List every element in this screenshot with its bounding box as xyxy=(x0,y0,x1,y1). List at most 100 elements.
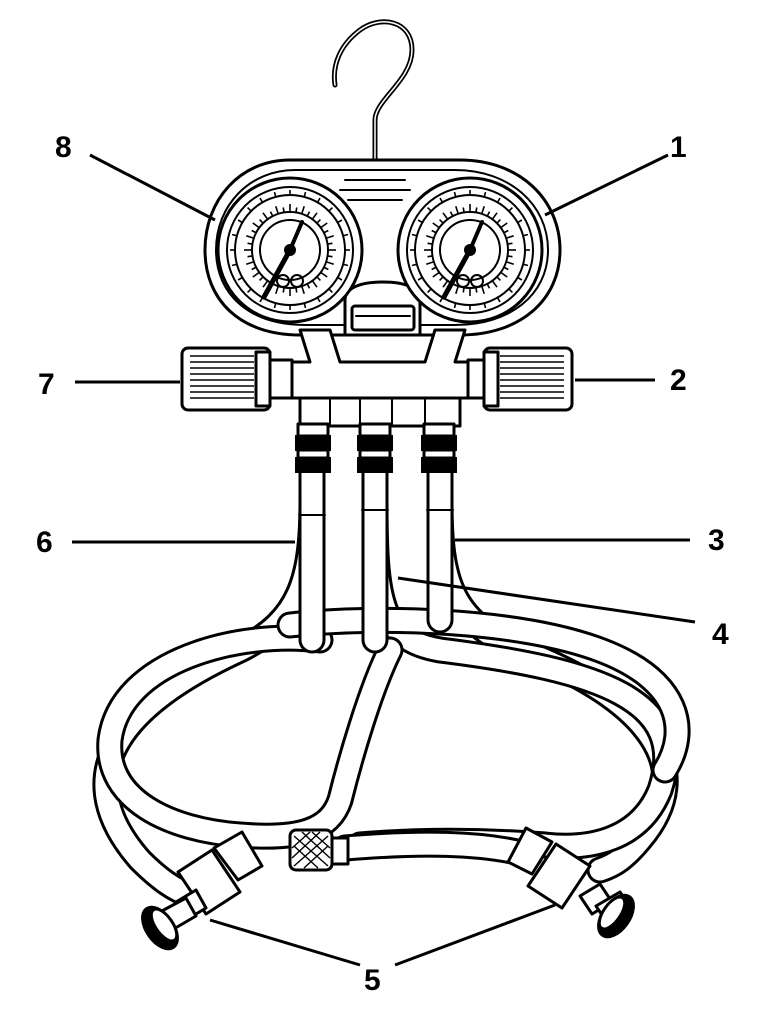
gauge-tick xyxy=(300,206,305,215)
gauge-outer-tick xyxy=(411,233,418,237)
right-quick-coupler xyxy=(506,826,635,939)
gauge-tick xyxy=(252,271,260,278)
callout-1: 1 xyxy=(670,131,687,164)
gauge-tick xyxy=(491,212,498,220)
gauge-tick xyxy=(432,222,440,229)
hose-fittings xyxy=(295,422,457,473)
gauge-outer-tick xyxy=(328,207,333,212)
gauge-tick xyxy=(320,271,328,278)
gauge-outer-tick xyxy=(427,288,432,293)
gauge-tick xyxy=(427,242,433,245)
gauge-tick xyxy=(259,276,264,281)
gauge-tick xyxy=(500,271,508,278)
gauge-outer-tick xyxy=(303,302,307,309)
gauge-tick xyxy=(300,285,305,294)
gauge-tick xyxy=(306,211,311,217)
gauge-tick xyxy=(323,229,329,234)
gauge-tick xyxy=(507,255,513,258)
leader-5b xyxy=(394,903,556,967)
callout-3: 3 xyxy=(708,524,725,557)
gauge-outer-tick xyxy=(231,233,238,237)
gauge-outer-tick xyxy=(247,207,252,212)
gauge-tick xyxy=(327,242,333,245)
gauge-outer-tick xyxy=(508,288,513,293)
high-pressure-gauge xyxy=(396,176,544,324)
gauge-outer-tick xyxy=(231,263,238,267)
low-pressure-gauge xyxy=(216,176,364,324)
gauge-outer-tick xyxy=(337,276,343,281)
gauge-tick xyxy=(480,285,485,294)
leader-8 xyxy=(89,153,216,222)
gauge-outer-tick xyxy=(417,276,423,281)
gauge-outer-tick xyxy=(522,263,529,267)
gauge-tick xyxy=(325,235,334,240)
gauge-outer-tick xyxy=(411,263,418,267)
gauge-tick xyxy=(306,283,311,289)
gauge-tick xyxy=(259,219,264,224)
gauge-tick xyxy=(316,276,321,281)
callout-8: 8 xyxy=(55,131,72,164)
gauge-outer-tick xyxy=(508,207,513,212)
gauge-tick xyxy=(475,287,478,293)
gauge-tick xyxy=(295,207,298,213)
gauge-tick xyxy=(311,212,318,220)
gauge-outer-tick xyxy=(259,197,264,203)
gauge-outer-tick xyxy=(483,302,487,309)
left-hose-fitting xyxy=(295,422,331,473)
gauge-tick xyxy=(486,283,491,289)
gauge-tick xyxy=(491,280,498,288)
gauge-tick xyxy=(252,222,260,229)
gauge-tick xyxy=(439,219,444,224)
gauge-tick xyxy=(439,276,444,281)
gauge-outer-tick xyxy=(453,302,457,309)
gauge-tick xyxy=(426,260,435,265)
gauge-tick xyxy=(316,219,321,224)
gauge-outer-tick xyxy=(237,276,243,281)
gauge-outer-tick xyxy=(483,191,487,198)
gauge-tick xyxy=(503,229,509,234)
gauge-tick xyxy=(295,287,298,293)
gauge-outer-tick xyxy=(328,288,333,293)
front-hose-inner xyxy=(334,833,541,866)
gauge-tick xyxy=(449,211,454,217)
gauge-tick xyxy=(486,211,491,217)
leader-4 xyxy=(397,576,696,624)
gauge-outer-tick xyxy=(342,233,349,237)
gauge-tick xyxy=(275,206,280,215)
gauge-tick xyxy=(246,235,255,240)
gauge-outer-tick xyxy=(522,233,529,237)
gauge-tick xyxy=(247,242,253,245)
gauge-tick xyxy=(269,211,274,217)
gauge-outer-tick xyxy=(237,219,243,224)
gauge-tick xyxy=(480,206,485,215)
gauge-tick xyxy=(505,235,514,240)
low-side-valve-knob xyxy=(180,346,294,412)
left-quick-coupler xyxy=(141,830,264,951)
gauge-outer-tick xyxy=(316,197,321,203)
gauge-tick xyxy=(496,219,501,224)
gauge-tick xyxy=(507,242,513,245)
callout-7: 7 xyxy=(38,368,55,401)
gauge-tick xyxy=(311,280,318,288)
callout-4: 4 xyxy=(712,618,729,651)
gauge-tick xyxy=(442,212,449,220)
front-knurled-nut xyxy=(288,828,350,872)
right-hose-fitting xyxy=(421,422,457,473)
leader-1 xyxy=(544,153,669,217)
gauge-tick xyxy=(246,260,255,265)
gauge-tick xyxy=(282,287,285,293)
gauge-tick xyxy=(426,235,435,240)
high-side-valve-knob xyxy=(466,346,574,412)
gauge-tick xyxy=(275,285,280,294)
gauge-tick xyxy=(442,280,449,288)
gauge-outer-tick xyxy=(337,219,343,224)
callout-6: 6 xyxy=(36,526,53,559)
gauge-outer-tick xyxy=(342,263,349,267)
gauge-outer-tick xyxy=(316,297,321,303)
gauge-tick xyxy=(327,255,333,258)
gauge-tick xyxy=(251,266,257,271)
gauge-tick xyxy=(427,255,433,258)
gauge-tick xyxy=(462,207,465,213)
gauge-tick xyxy=(496,276,501,281)
